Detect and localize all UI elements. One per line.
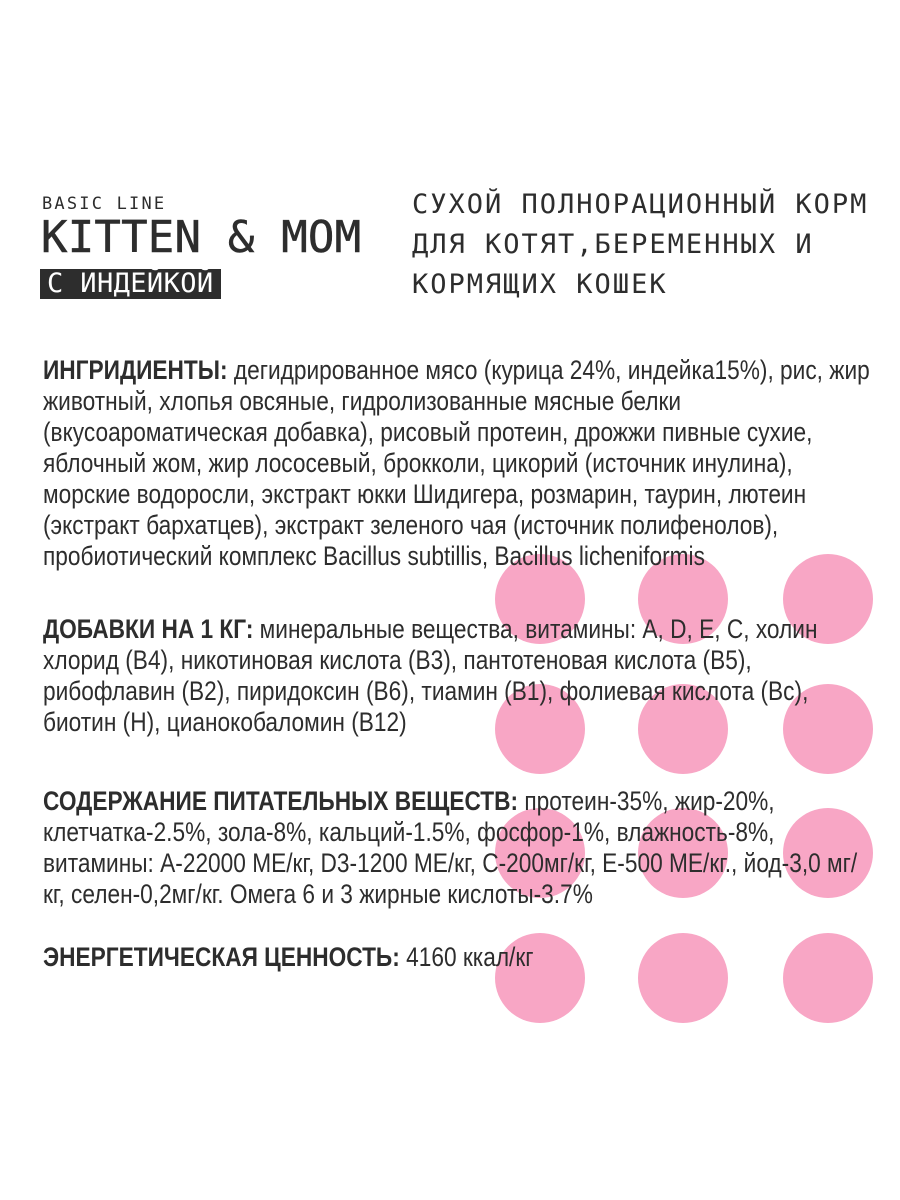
- pink-dot: [783, 554, 873, 644]
- pink-dot: [495, 554, 585, 644]
- additives-text: минеральные вещества, витамины: A, D, E,…: [43, 614, 818, 737]
- pink-dot: [495, 808, 585, 898]
- section-nutrition: СОДЕРЖАНИЕ ПИТАТЕЛЬНЫХ ВЕЩЕСТВ: протеин-…: [43, 786, 875, 910]
- pink-dot: [783, 684, 873, 774]
- variant-badge: С ИНДЕЙКОЙ: [40, 269, 221, 299]
- section-additives: ДОБАВКИ НА 1 КГ: минеральные вещества, в…: [43, 614, 875, 738]
- nutrition-label: СОДЕРЖАНИЕ ПИТАТЕЛЬНЫХ ВЕЩЕСТВ:: [43, 786, 519, 816]
- product-description: СУХОЙ ПОЛНОРАЦИОННЫЙ КОРМ ДЛЯ КОТЯТ,БЕРЕ…: [412, 189, 869, 300]
- energy-label: ЭНЕРГЕТИЧЕСКАЯ ЦЕННОСТЬ:: [43, 942, 400, 972]
- pink-dot: [638, 808, 728, 898]
- pink-dot: [783, 808, 873, 898]
- section-energy: ЭНЕРГЕТИЧЕСКАЯ ЦЕННОСТЬ: 4160 ккал/кг: [43, 942, 715, 973]
- pink-dot: [495, 933, 585, 1023]
- pink-dot: [638, 684, 728, 774]
- pink-dot: [495, 684, 585, 774]
- product-line-label: BASIC LINE: [42, 194, 167, 214]
- pink-dot: [783, 933, 873, 1023]
- energy-value: 4160 ккал/кг: [406, 942, 534, 972]
- pink-dot: [638, 933, 728, 1023]
- ingredients-label: ИНГРИДИЕНТЫ:: [43, 355, 228, 385]
- nutrition-text: протеин-35%, жир-20%, клетчатка-2.5%, зо…: [43, 786, 858, 909]
- additives-label: ДОБАВКИ НА 1 КГ:: [43, 614, 254, 644]
- section-ingredients: ИНГРИДИЕНТЫ: дегидрированное мясо (куриц…: [43, 355, 875, 572]
- product-title: KITTEN & MOM: [41, 212, 362, 263]
- ingredients-text: дегидрированное мясо (курица 24%, индейк…: [43, 355, 870, 571]
- pink-dot: [638, 554, 728, 644]
